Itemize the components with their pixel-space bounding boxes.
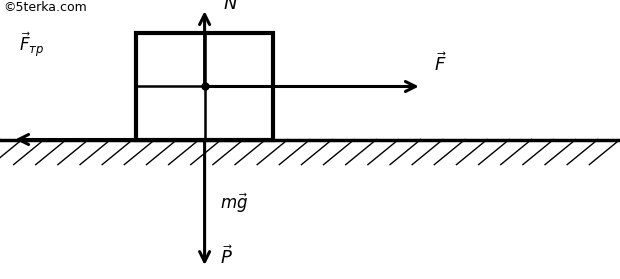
Bar [136,33,273,140]
Text: $\vec{F}$: $\vec{F}$ [434,52,446,75]
Text: $\vec{P}$: $\vec{P}$ [220,245,233,268]
Text: $\vec{N}$: $\vec{N}$ [223,0,238,14]
Text: $\vec{F}_{\mathregular{тр}}$: $\vec{F}_{\mathregular{тр}}$ [19,30,44,59]
Text: $m\vec{g}$: $m\vec{g}$ [220,192,248,215]
Text: ©5terka.com: ©5terka.com [3,1,87,15]
